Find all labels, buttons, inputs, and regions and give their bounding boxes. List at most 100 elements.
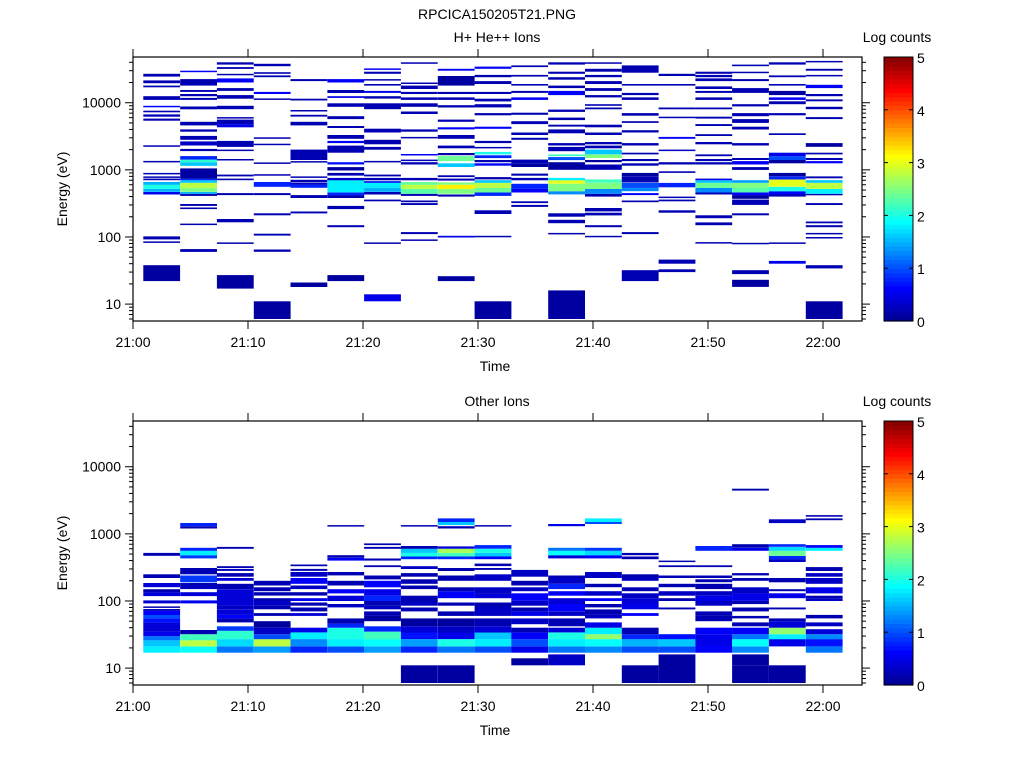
energy-bin	[143, 110, 181, 113]
colorbar-swatch	[884, 592, 913, 598]
energy-bin	[585, 555, 622, 559]
energy-bin	[437, 175, 475, 178]
energy-bin	[364, 103, 401, 110]
energy-bin	[585, 107, 622, 110]
energy-bin	[585, 646, 622, 653]
colorbar-swatch	[884, 504, 913, 510]
energy-bin	[437, 135, 475, 139]
energy-bin	[216, 242, 254, 244]
energy-bin	[805, 237, 843, 239]
energy-bin	[658, 646, 696, 653]
energy-bin	[216, 583, 254, 590]
energy-bin	[548, 591, 585, 596]
energy-bin	[437, 153, 475, 156]
energy-bin	[585, 627, 622, 635]
time-column	[474, 525, 512, 653]
energy-bin	[805, 143, 843, 147]
time-column	[253, 63, 291, 319]
energy-bin	[732, 187, 769, 193]
energy-bin	[805, 545, 843, 548]
energy-bin	[768, 186, 806, 192]
energy-bin	[216, 568, 254, 571]
energy-bin	[474, 602, 512, 608]
colorbar-swatch	[884, 272, 913, 278]
colorbar-swatch	[884, 83, 913, 89]
energy-bin	[290, 632, 328, 640]
colorbar-swatch	[884, 114, 913, 120]
colorbar-swatch	[884, 65, 913, 71]
energy-bin	[290, 149, 328, 160]
energy-bin	[364, 631, 401, 640]
energy-bin	[621, 587, 659, 592]
energy-bin	[621, 232, 659, 235]
energy-bin	[768, 519, 806, 524]
energy-bin	[621, 172, 659, 177]
energy-bin	[290, 110, 328, 112]
energy-bin	[143, 631, 181, 637]
energy-bin	[253, 63, 291, 67]
energy-bin	[585, 145, 622, 149]
colorbar-swatch	[884, 487, 913, 492]
colorbar-swatch	[884, 465, 913, 470]
energy-bin	[805, 180, 843, 183]
energy-bin	[805, 587, 843, 594]
energy-bin	[732, 242, 769, 245]
energy-bin	[364, 543, 401, 546]
energy-bin	[732, 143, 769, 146]
energy-bin	[695, 583, 733, 590]
energy-bin	[732, 615, 769, 619]
energy-bin	[511, 627, 549, 633]
x-tick-label: 21:30	[460, 334, 495, 350]
colorbar-swatch	[884, 316, 913, 322]
energy-bin	[400, 525, 438, 527]
energy-bin	[180, 585, 217, 590]
energy-bin	[585, 160, 622, 163]
x-tick-label: 21:50	[690, 698, 725, 714]
panel-h-he-ions: H+ He++ Ions Energy (eV) Time 21:00 21:10…	[54, 29, 931, 374]
energy-bin	[400, 111, 438, 114]
colorbar-tick-label: 3	[917, 520, 925, 536]
energy-bin	[364, 177, 401, 181]
x-tick-labels: 21:00 21:10 21:20 21:30 21:40 21:50 22:00	[115, 49, 841, 350]
energy-bin	[768, 62, 806, 65]
energy-bin	[768, 160, 806, 164]
energy-bin	[143, 646, 181, 653]
energy-bin	[511, 587, 549, 592]
energy-bin	[290, 598, 328, 601]
energy-bin	[805, 622, 843, 627]
energy-bin	[621, 604, 659, 610]
energy-bin	[805, 68, 843, 71]
energy-bin	[290, 184, 328, 188]
energy-bin	[364, 242, 401, 244]
energy-bin	[437, 591, 475, 599]
colorbar-swatch	[884, 641, 913, 646]
colorbar-swatch	[884, 136, 913, 142]
energy-bin	[290, 176, 328, 178]
energy-bin	[805, 629, 843, 635]
energy-bin	[511, 601, 549, 606]
energy-bin	[180, 204, 217, 206]
energy-bin	[474, 626, 512, 633]
energy-bin	[585, 547, 622, 551]
y-axis-label: Energy (eV)	[54, 516, 70, 591]
energy-bin	[621, 665, 659, 683]
energy-bin	[216, 117, 254, 119]
energy-bin	[511, 201, 549, 204]
energy-bin	[474, 187, 512, 193]
energy-bin	[768, 589, 806, 592]
energy-bin	[364, 79, 401, 81]
energy-bin	[695, 116, 733, 119]
energy-bin	[732, 601, 769, 605]
plot-frame	[132, 56, 863, 322]
energy-bin	[658, 565, 696, 568]
energy-bin	[216, 78, 254, 83]
energy-bin	[400, 546, 438, 549]
energy-bin	[437, 639, 475, 647]
energy-bin	[695, 187, 733, 193]
energy-bin	[327, 627, 365, 640]
energy-bin	[621, 176, 659, 183]
energy-bin	[548, 618, 585, 627]
energy-bin	[143, 589, 181, 593]
colorbar-swatch	[884, 215, 913, 221]
